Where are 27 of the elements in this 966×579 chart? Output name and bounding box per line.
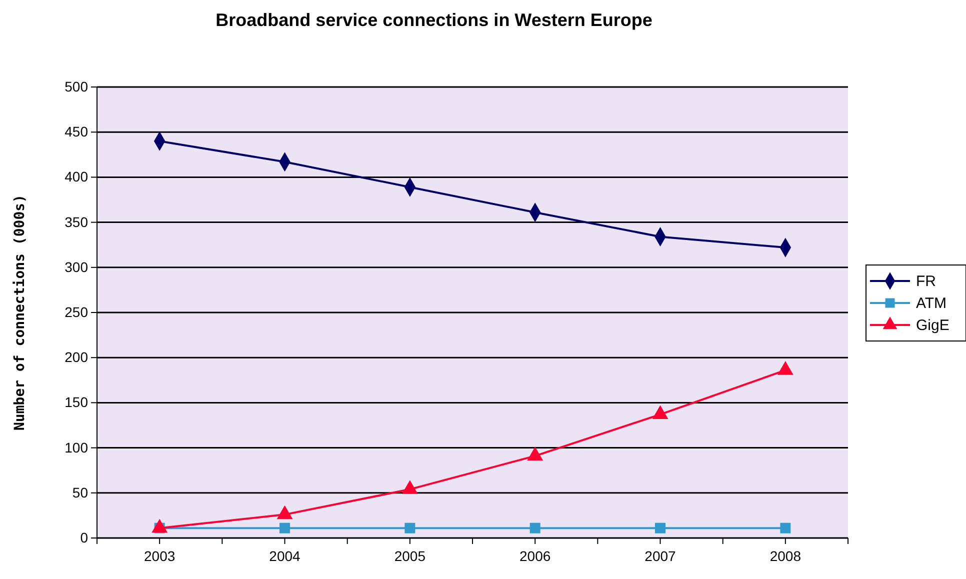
x-tick-label: 2006 xyxy=(520,548,551,564)
point xyxy=(404,522,416,534)
x-tick-label: 2003 xyxy=(144,548,176,564)
x-tick-label: 2007 xyxy=(644,548,676,564)
point xyxy=(780,522,791,534)
legend-label: ATM xyxy=(916,295,947,312)
y-tick-label: 450 xyxy=(64,124,88,140)
y-tick-label: 300 xyxy=(64,258,88,275)
y-tick-label: 150 xyxy=(64,394,88,410)
y-tick-label: 500 xyxy=(64,78,88,94)
y-tick-label: 400 xyxy=(64,168,88,185)
y-tick-label: 50 xyxy=(72,484,88,500)
legend-label: FR xyxy=(916,273,936,290)
y-tick-label: 250 xyxy=(64,304,88,320)
x-tick-label: 2008 xyxy=(770,548,802,564)
legend-label: GigE xyxy=(916,317,950,334)
point xyxy=(655,522,666,534)
chart-title: Broadband service connections in Western Europe xyxy=(216,10,652,30)
y-tick-label: 350 xyxy=(64,214,88,230)
y-axis-title: Number of connections (000s) xyxy=(12,194,28,431)
y-tick-label: 0 xyxy=(80,529,88,546)
y-tick-label: 100 xyxy=(64,439,88,456)
point xyxy=(280,522,290,534)
y-tick-label: 200 xyxy=(64,349,88,366)
x-tick-label: 2005 xyxy=(394,548,426,564)
point xyxy=(530,522,540,534)
x-tick-label: 2004 xyxy=(269,548,301,564)
